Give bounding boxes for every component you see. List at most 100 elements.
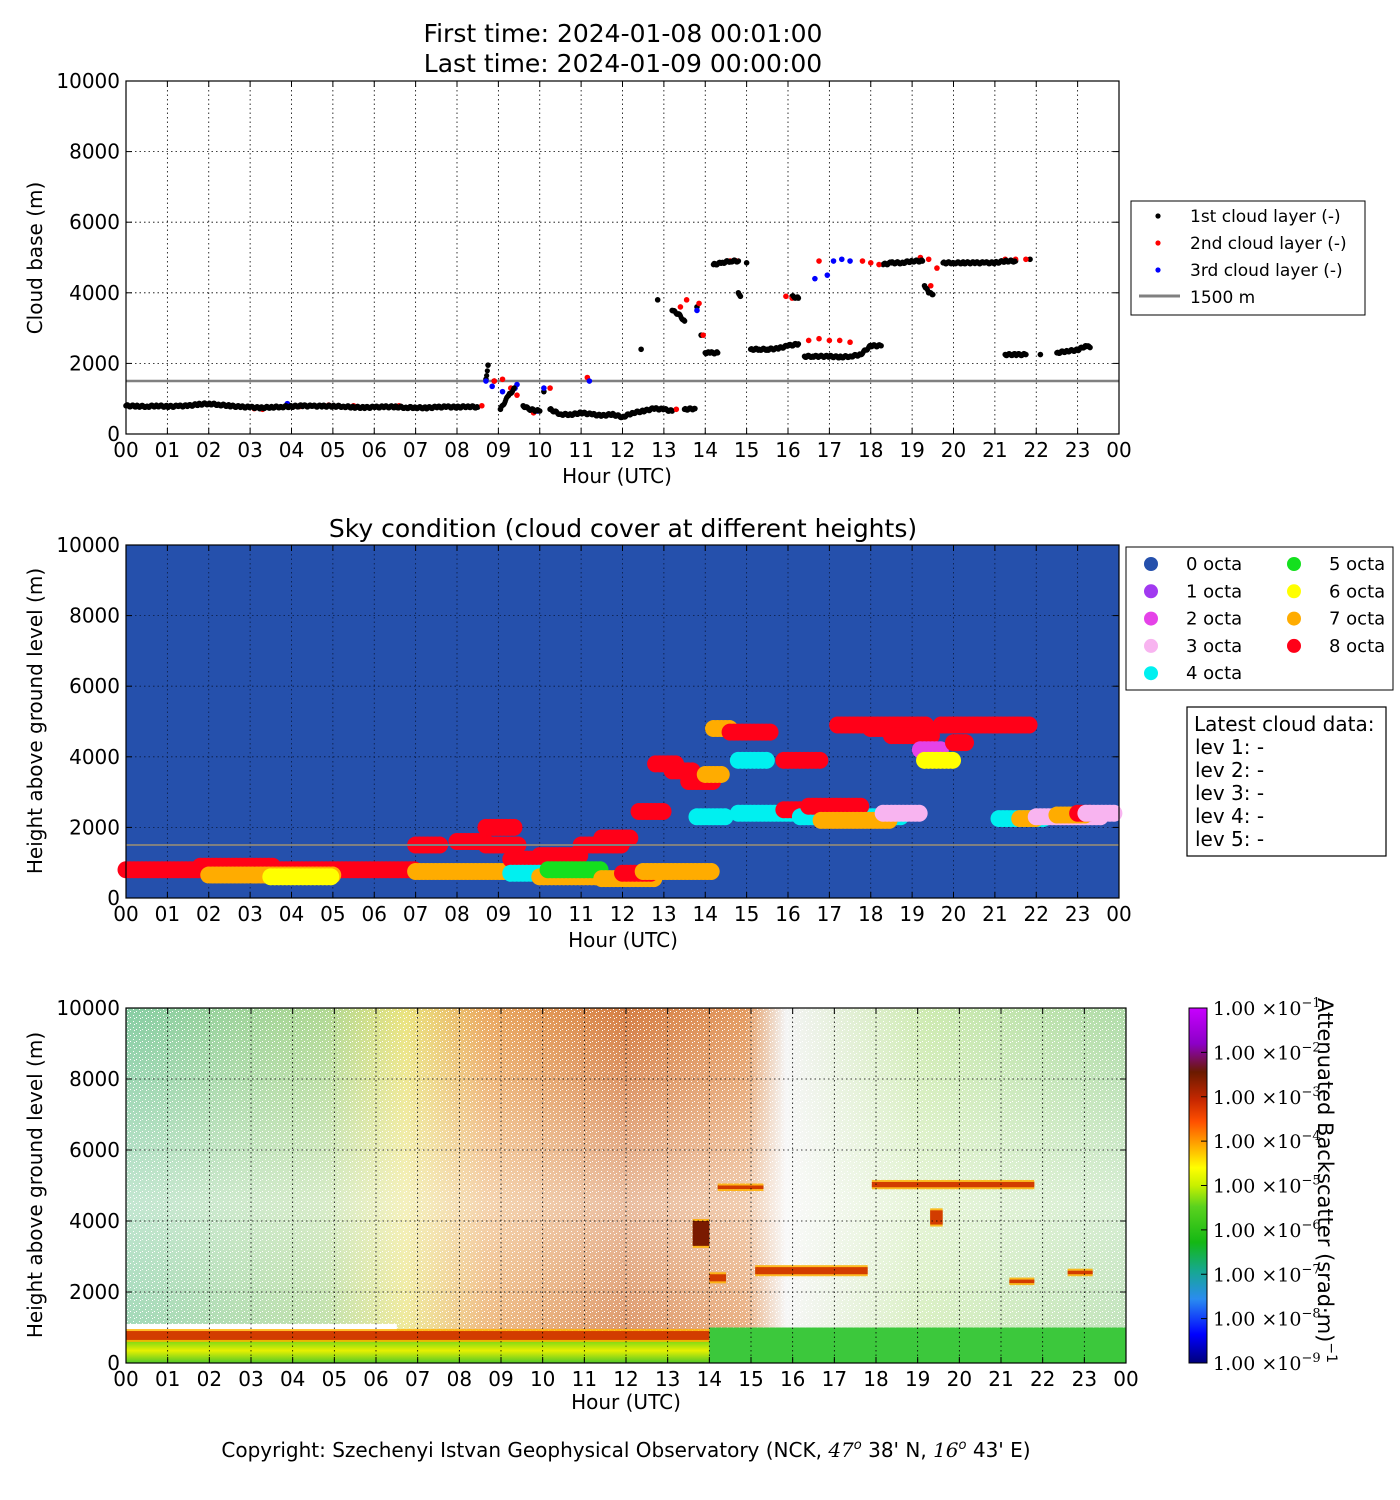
cloud-base-point-1 (919, 257, 925, 263)
x-tick-label: 21 (988, 1367, 1013, 1391)
cloud-base-point-1 (1027, 256, 1033, 263)
x-tick-label: 07 (403, 438, 428, 462)
octa-point-8 (1020, 716, 1038, 734)
cloud-band (709, 1274, 726, 1282)
x-tick-label: 22 (1024, 902, 1049, 926)
cloud-base-point-1 (681, 317, 687, 323)
cloud-base-point-3 (541, 385, 547, 391)
x-tick-label: 14 (697, 1367, 722, 1391)
cloud-base-point-1 (1037, 351, 1044, 358)
cloud-base-point-1 (1086, 344, 1092, 350)
x-tick-label: 08 (444, 902, 469, 926)
cloud-base-point-1 (737, 292, 743, 298)
legend-label-1st: 1st cloud layer (-) (1190, 207, 1341, 227)
first-time-title: First time: 2024-01-08 00:01:00 (424, 19, 823, 48)
x-tick-label: 10 (527, 902, 552, 926)
x-tick-label: 08 (447, 1367, 472, 1391)
x-tick-label: 01 (155, 902, 180, 926)
octa-point-7 (712, 765, 730, 783)
octa-legend-label: 6 octa (1329, 581, 1385, 602)
sky-condition-ylabel: Height above ground level (m) (23, 568, 47, 874)
y-tick-label: 4000 (69, 281, 120, 305)
cloud-base-point-2 (783, 293, 789, 300)
lev-3-line: lev 3: - (1195, 781, 1264, 805)
y-tick-label: 0 (107, 422, 120, 446)
cloud-base-ylabel: Cloud base (m) (23, 182, 47, 335)
colorbar-tick-label: 1.00 ×10−8 (1213, 1307, 1321, 1331)
octa-legend-marker (1287, 638, 1301, 653)
last-time-title: Last time: 2024-01-09 00:00:00 (424, 49, 822, 78)
cloud-base-point-2 (927, 282, 934, 289)
cloud-base-point-2 (696, 300, 702, 307)
x-tick-label: 23 (1065, 902, 1090, 926)
octa-point-4 (757, 751, 775, 769)
cloud-base-point-2 (1023, 256, 1029, 263)
sky-condition-x-ticks: 00 01 02 03 04 05 06 07 08 09 10 11 12 13 14 15 16 17 18 19… (113, 545, 1132, 926)
x-tick-label: 02 (197, 1367, 222, 1391)
cloud-base-point-1 (929, 292, 935, 298)
octa-legend-marker (1287, 584, 1301, 599)
cloud-base-xlabel: Hour (UTC) (562, 464, 672, 488)
x-tick-label: 14 (693, 902, 718, 926)
octa-legend-marker (1144, 638, 1158, 653)
x-tick-label: 00 (113, 438, 138, 462)
y-tick-label: 6000 (69, 210, 120, 234)
cloud-base-point-1 (743, 259, 750, 266)
octa-legend-label: 7 octa (1329, 609, 1385, 630)
cloud-base-points (123, 254, 1093, 421)
legend-marker-3rd (1155, 267, 1161, 273)
legend-marker-1st (1155, 213, 1161, 219)
x-tick-label: 13 (655, 1367, 680, 1391)
cloud-base-point-1 (474, 404, 480, 410)
cloud-base-x-ticks: 00 01 02 03 04 05 06 07 08 09 10 11 12 13 14 15 16 17 18 19… (113, 81, 1132, 462)
cloud-base-point-2 (836, 337, 843, 344)
colorbar-tick-label: 1.00 ×10−4 (1213, 1129, 1321, 1153)
latest-cloud-data-box: Latest cloud data: lev 1: - lev 2: - lev… (1186, 706, 1387, 857)
sky-condition-points (117, 716, 1123, 888)
octa-legend-label: 2 octa (1186, 609, 1242, 630)
cloud-base-point-1 (1022, 351, 1028, 358)
x-tick-label: 18 (858, 438, 883, 462)
colorbar-tick-label: 1.00 ×10−7 (1213, 1262, 1321, 1286)
cloud-base-point-1 (654, 297, 661, 303)
colorbar-tick-label: 1.00 ×10−1 (1213, 996, 1321, 1020)
y-tick-label: 4000 (69, 1209, 120, 1233)
cloud-band (871, 1181, 1035, 1188)
copyright-text: Copyright: Szechenyi Istvan Geophysical … (221, 1438, 1030, 1462)
backscatter-x-ticks: 00 01 02 03 04 05 06 07 08 09 10 11 12 13 14 15 16 17 18 19… (113, 1008, 1139, 1391)
y-tick-label: 10000 (56, 996, 120, 1020)
x-tick-label: 12 (610, 438, 635, 462)
x-tick-label: 15 (734, 902, 759, 926)
x-tick-label: 06 (363, 1367, 388, 1391)
octa-legend-marker (1287, 611, 1301, 626)
octa-legend-label: 8 octa (1329, 636, 1385, 657)
x-tick-label: 07 (405, 1367, 430, 1391)
y-tick-label: 8000 (69, 604, 120, 628)
x-tick-label: 19 (899, 438, 924, 462)
backscatter-xlabel: Hour (UTC) (571, 1390, 681, 1414)
cloud-base-point-2 (847, 339, 853, 346)
x-tick-label: 13 (651, 438, 676, 462)
octa-point-8 (621, 829, 639, 847)
x-tick-label: 12 (613, 1367, 638, 1391)
cloud-base-point-3 (847, 258, 853, 264)
x-tick-label: 03 (238, 1367, 263, 1391)
x-tick-label: 00 (1106, 902, 1131, 926)
colorbar-tick-label: 1.00 ×10−3 (1213, 1085, 1321, 1109)
x-tick-label: 04 (279, 438, 304, 462)
cloud-base-point-3 (830, 258, 837, 264)
octa-point-3 (1105, 804, 1123, 822)
legend-label-reference: 1500 m (1190, 288, 1255, 308)
y-tick-label: 6000 (69, 674, 120, 698)
x-tick-label: 11 (572, 1367, 597, 1391)
x-tick-label: 13 (651, 902, 676, 926)
cloud-base-point-2 (805, 337, 812, 344)
cloud-base-point-2 (859, 258, 866, 264)
x-tick-label: 00 (1106, 438, 1131, 462)
backscatter-y-ticks: 0 2000 4000 6000 8000 10000 (56, 996, 1126, 1375)
octa-legend-marker (1287, 557, 1301, 571)
cloud-base-point-3 (812, 275, 818, 282)
x-tick-label: 19 (905, 1367, 930, 1391)
